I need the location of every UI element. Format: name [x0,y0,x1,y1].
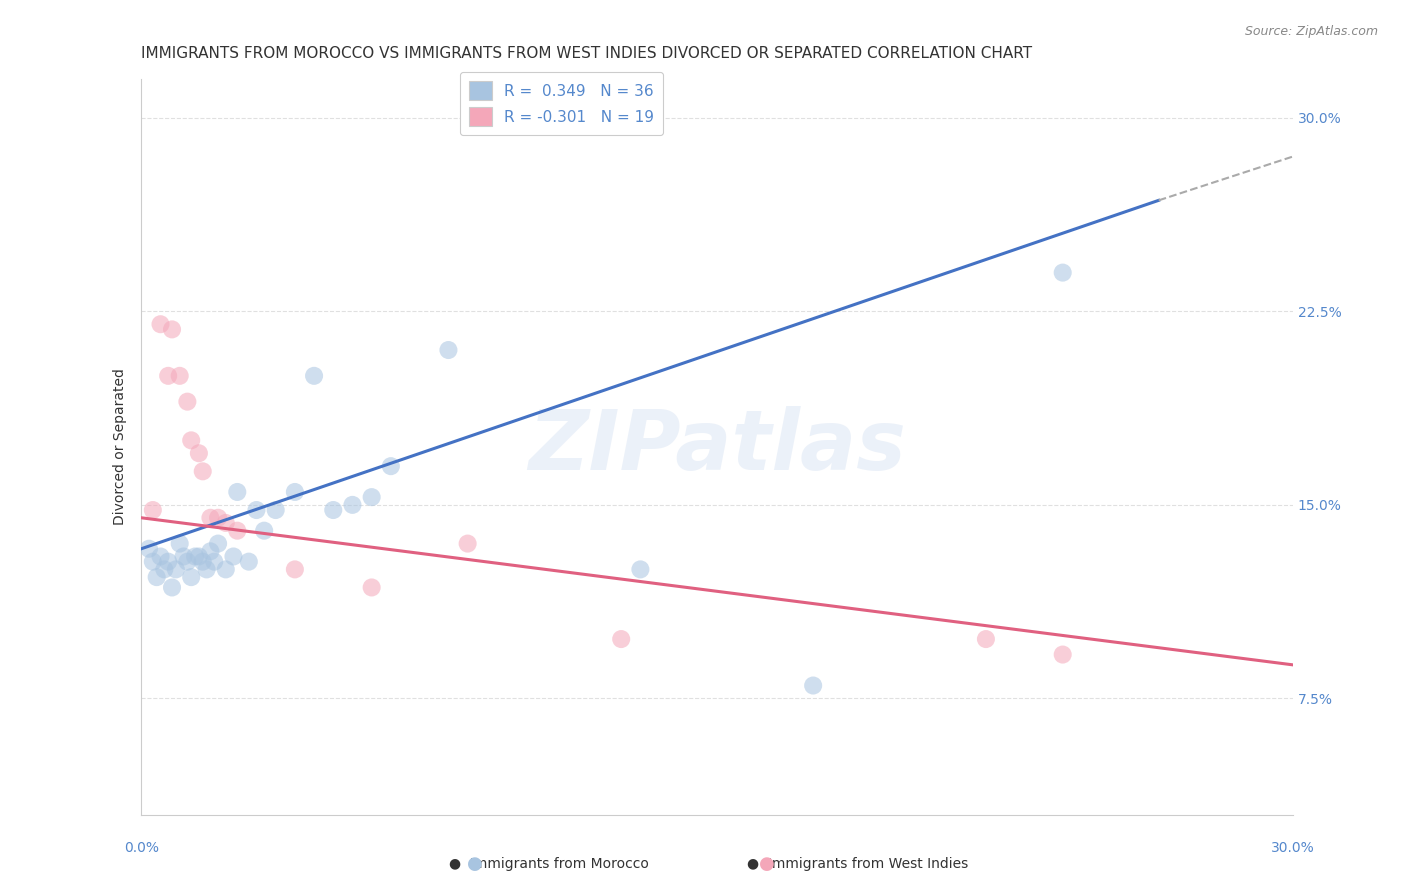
Point [360,490,382,504]
Point [165,562,187,576]
Point [180,570,202,584]
Point [284,485,307,500]
Point [200,544,222,558]
Point [302,368,325,383]
Point [628,562,651,576]
Point [142,503,165,517]
Point [160,581,183,595]
Text: ●  Immigrants from West Indies: ● Immigrants from West Indies [747,856,969,871]
Point [380,459,402,474]
Point [215,562,238,576]
Point [1052,648,1074,662]
Point [284,562,307,576]
Point [149,317,172,331]
Point [173,549,195,564]
Point [202,555,225,569]
Y-axis label: Divorced or Separated: Divorced or Separated [114,368,128,525]
Text: IMMIGRANTS FROM MOROCCO VS IMMIGRANTS FROM WEST INDIES DIVORCED OR SEPARATED COR: IMMIGRANTS FROM MOROCCO VS IMMIGRANTS FR… [142,46,1032,62]
Point [187,446,209,460]
Point [176,555,198,569]
Point [195,562,218,576]
Point [157,368,180,383]
Point [169,368,191,383]
Point [245,503,267,517]
Point [169,536,191,550]
Text: ●  Immigrants from Morocco: ● Immigrants from Morocco [449,856,648,871]
Point [184,549,207,564]
Point [145,570,167,584]
Point [180,434,202,448]
Point [226,524,249,538]
Point [160,322,183,336]
Text: ●: ● [467,855,484,872]
Point [226,485,249,500]
Point [610,632,633,646]
Point [238,555,260,569]
Text: 30.0%: 30.0% [1271,841,1315,855]
Point [142,555,165,569]
Point [176,394,198,409]
Point [187,549,209,564]
Text: Source: ZipAtlas.com: Source: ZipAtlas.com [1244,25,1378,38]
Point [153,562,176,576]
Point [360,581,382,595]
Point [191,464,214,478]
Text: 0.0%: 0.0% [124,841,159,855]
Point [1052,266,1074,280]
Point [200,510,222,524]
Point [149,549,172,564]
Point [207,536,229,550]
Point [437,343,460,357]
Point [322,503,344,517]
Point [138,541,160,556]
Point [157,555,180,569]
Point [342,498,364,512]
Text: ●: ● [758,855,775,872]
Point [801,679,824,693]
Point [191,555,214,569]
Point [264,503,287,517]
Legend: R =  0.349   N = 36, R = -0.301   N = 19: R = 0.349 N = 36, R = -0.301 N = 19 [460,72,664,136]
Point [207,510,229,524]
Point [253,524,276,538]
Point [222,549,245,564]
Text: ZIPatlas: ZIPatlas [529,407,905,487]
Point [457,536,479,550]
Point [215,516,238,530]
Point [974,632,997,646]
